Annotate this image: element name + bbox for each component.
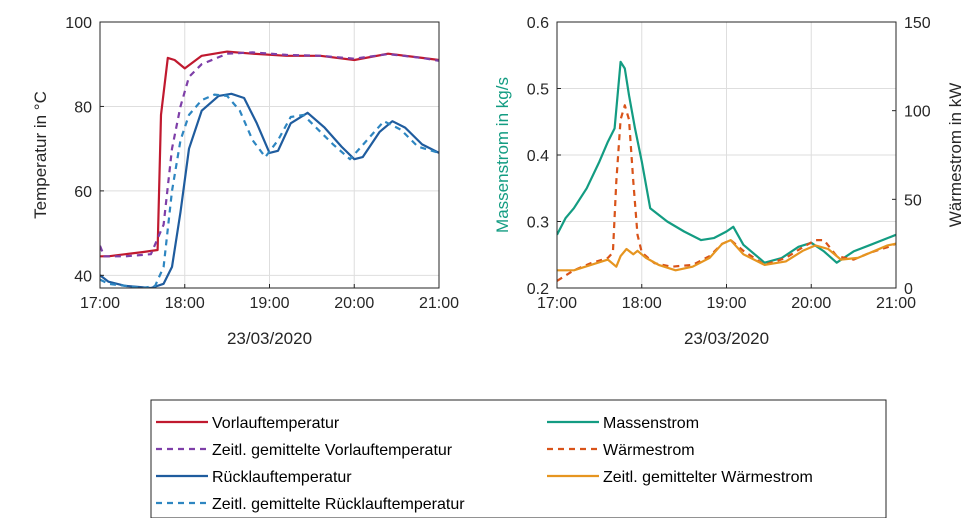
- legend-label: Massenstrom: [603, 415, 699, 432]
- series-line-zeitl-gemittelte-vorlauftemperatur: [100, 51, 439, 258]
- legend-label: Zeitl. gemittelte Rücklauftemperatur: [212, 496, 465, 513]
- flow-chart-x-label: 23/03/2020: [684, 329, 769, 348]
- flow-chart-y-tick-label: 0.5: [527, 82, 549, 99]
- flow-chart-right-y-tick-label: 100: [904, 104, 931, 121]
- legend-entry: Massenstrom: [547, 415, 699, 432]
- legend-entry: Rücklauftemperatur: [156, 469, 352, 486]
- flow-chart-right-y-tick-label: 150: [904, 15, 931, 32]
- flow-chart-y-label-left: Massenstrom in kg/s: [493, 77, 512, 233]
- legend-label: Wärmestrom: [603, 442, 695, 459]
- flow-chart-x-tick-label: 20:00: [791, 295, 831, 312]
- legend-label: Rücklauftemperatur: [212, 469, 352, 486]
- flow-chart-x-tick-label: 18:00: [622, 295, 662, 312]
- flow-chart-x-tick-label: 19:00: [706, 295, 746, 312]
- temperature-chart-x-tick-label: 17:00: [80, 295, 120, 312]
- temperature-chart-x-ticks: 17:00 18:00 19:00 20:00 21:00: [80, 284, 459, 312]
- temperature-chart: 40 60 80 100 17:00 18:00 19:00 20:00 21:00 23/0…: [31, 15, 459, 348]
- temperature-chart-y-ticks: 40 60 80 100: [65, 15, 104, 285]
- flow-chart-right-y-tick-label: 0: [904, 281, 913, 298]
- legend-entry: Wärmestrom: [547, 442, 695, 459]
- legend-label: Vorlauftemperatur: [212, 415, 340, 432]
- series-line-zeitl-gemittelte-rücklauftemperatur: [100, 93, 439, 288]
- legend-entry: Zeitl. gemittelte Rücklauftemperatur: [156, 496, 465, 513]
- flow-chart-y-tick-label: 0.3: [527, 215, 549, 232]
- flow-chart-right-y-tick-label: 50: [904, 192, 922, 209]
- flow-chart-right-y-ticks: 0 50 100 150: [892, 15, 931, 298]
- flow-chart-x-ticks: 17:00 18:00 19:00 20:00 21:00: [537, 284, 916, 312]
- temperature-chart-x-tick-label: 20:00: [334, 295, 374, 312]
- temperature-chart-grid: [100, 22, 439, 288]
- series-line-wärmestrom: [557, 104, 896, 282]
- legend-label: Zeitl. gemittelte Vorlauftemperatur: [212, 442, 453, 459]
- flow-chart-y-tick-label: 0.2: [527, 281, 549, 298]
- flow-chart-y-tick-label: 0.6: [527, 15, 549, 32]
- legend-box: [150, 399, 887, 518]
- legend: Vorlauftemperatur Zeitl. gemittelte Vorla…: [150, 399, 887, 518]
- legend-entry: Zeitl. gemittelte Vorlauftemperatur: [156, 442, 453, 459]
- flow-chart-y-tick-label: 0.4: [527, 148, 549, 165]
- temperature-chart-x-tick-label: 21:00: [419, 295, 459, 312]
- flow-chart-y-label-right: Wärmestrom in kW: [946, 83, 965, 228]
- flow-chart-left-y-ticks: 0.2 0.3 0.4 0.5 0.6: [527, 15, 561, 298]
- legend-entry: Zeitl. gemittelter Wärmestrom: [547, 469, 813, 486]
- temperature-chart-y-tick-label: 40: [74, 268, 92, 285]
- temperature-chart-y-label: Temperatur in °C: [31, 91, 50, 219]
- flow-chart: 0.2 0.3 0.4 0.5 0.6 0 50 100 150 17:00 18:00 19:0…: [493, 15, 965, 348]
- series-line-rücklauftemperatur: [100, 92, 439, 288]
- flow-chart-x-tick-label: 21:00: [876, 295, 916, 312]
- temperature-chart-y-tick-label: 100: [65, 15, 92, 32]
- temperature-chart-y-tick-label: 80: [74, 99, 92, 116]
- temperature-chart-x-label: 23/03/2020: [227, 329, 312, 348]
- flow-chart-series: [557, 60, 896, 282]
- legend-label: Zeitl. gemittelter Wärmestrom: [603, 469, 813, 486]
- series-line-massenstrom: [557, 60, 896, 264]
- temperature-chart-x-tick-label: 18:00: [165, 295, 205, 312]
- temperature-chart-x-tick-label: 19:00: [249, 295, 289, 312]
- temperature-chart-y-tick-label: 60: [74, 184, 92, 201]
- series-line-zeitl-gemittelter-wärmestrom: [557, 239, 896, 272]
- flow-chart-grid: [557, 22, 896, 288]
- flow-chart-x-tick-label: 17:00: [537, 295, 577, 312]
- legend-entry: Vorlauftemperatur: [156, 415, 340, 432]
- temperature-chart-series: [100, 50, 439, 288]
